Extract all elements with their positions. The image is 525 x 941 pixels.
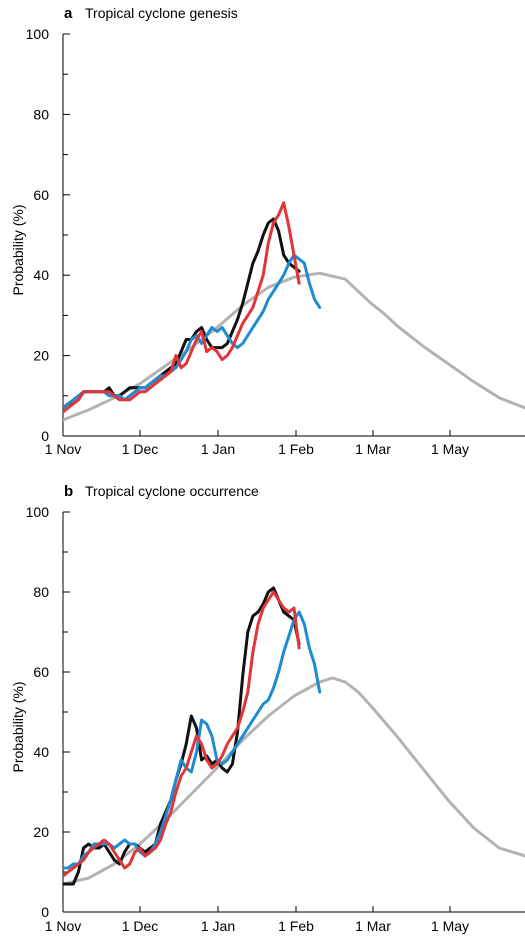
x-tick-label: 1 Jan [201, 918, 235, 934]
series-line-3 [63, 590, 301, 878]
x-tick-label: 1 Dec [122, 918, 159, 934]
x-tick-label: 1 Dec [122, 441, 159, 457]
chart-panel-a: a Tropical cyclone genesis 0 20 40 60 80 100 1 N… [10, 5, 525, 457]
y-axis-label: Probability (%) [10, 681, 26, 772]
series-line-1 [63, 586, 301, 886]
series-line-3 [63, 201, 301, 414]
y-tick-label: 60 [33, 187, 49, 203]
y-tick-label: 80 [33, 106, 49, 122]
panel-letter: b [64, 483, 73, 500]
x-tick-label: 1 Mar [355, 918, 391, 934]
chart-title: Tropical cyclone occurrence [85, 483, 259, 499]
y-tick-label: 20 [33, 348, 49, 364]
y-tick-label: 20 [33, 824, 49, 840]
chart-panel-b: b Tropical cyclone occurrence 0 20 40 60 80 100… [10, 483, 525, 934]
series-line-2 [63, 610, 322, 870]
y-tick-label: 60 [33, 664, 49, 680]
y-tick-label: 100 [26, 504, 50, 520]
y-tick-label: 100 [26, 26, 50, 42]
series-line-2 [63, 253, 322, 410]
y-tick-label: 80 [33, 584, 49, 600]
x-tick-label: 1 May [431, 441, 469, 457]
y-tick-label: 0 [41, 428, 49, 444]
panel-letter: a [64, 5, 73, 22]
x-tick-label: 1 Nov [45, 918, 82, 934]
series-line-0 [63, 271, 525, 422]
x-tick-label: 1 Mar [355, 441, 391, 457]
x-tick-label: 1 Feb [278, 918, 314, 934]
x-tick-label: 1 Nov [45, 441, 82, 457]
x-tick-label: 1 May [431, 918, 469, 934]
y-tick-label: 0 [41, 904, 49, 920]
y-tick-label: 40 [33, 744, 49, 760]
y-axis-label: Probability (%) [10, 204, 26, 295]
chart-title: Tropical cyclone genesis [85, 5, 238, 21]
x-tick-label: 1 Feb [278, 441, 314, 457]
x-tick-label: 1 Jan [201, 441, 235, 457]
y-tick-label: 40 [33, 267, 49, 283]
series-line-0 [63, 676, 525, 886]
